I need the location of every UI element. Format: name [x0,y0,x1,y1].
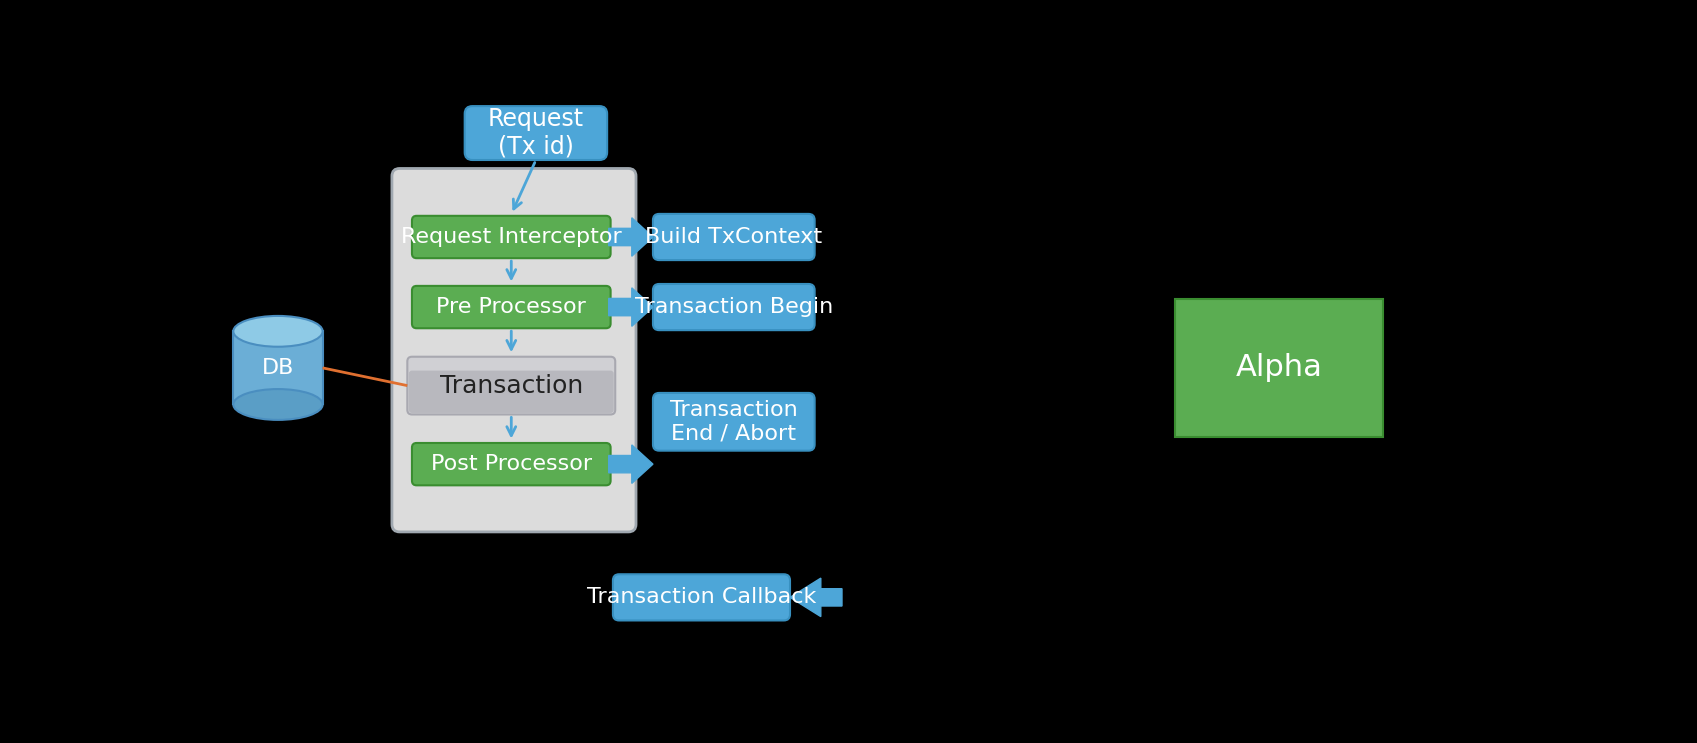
Text: Transaction
End / Abort: Transaction End / Abort [670,400,798,444]
Polygon shape [609,218,653,256]
Text: Build TxContext: Build TxContext [645,227,823,247]
FancyBboxPatch shape [412,215,611,258]
Ellipse shape [232,389,322,420]
Text: Transaction Callback: Transaction Callback [587,588,816,607]
Text: Transaction: Transaction [440,374,582,398]
FancyBboxPatch shape [653,214,815,260]
Polygon shape [609,288,653,326]
Text: Request Interceptor: Request Interceptor [400,227,621,247]
FancyBboxPatch shape [409,371,614,413]
FancyBboxPatch shape [653,284,815,330]
Text: Transaction Begin: Transaction Begin [635,297,833,317]
Polygon shape [791,578,842,617]
Text: Request
(Tx id): Request (Tx id) [487,107,584,159]
Bar [1174,299,1383,437]
Bar [232,331,322,404]
FancyBboxPatch shape [613,574,791,620]
FancyBboxPatch shape [412,286,611,328]
FancyBboxPatch shape [653,393,815,451]
FancyBboxPatch shape [412,443,611,485]
Text: Alpha: Alpha [1235,354,1322,383]
Polygon shape [609,445,653,484]
FancyBboxPatch shape [407,357,616,415]
FancyBboxPatch shape [392,169,636,532]
Ellipse shape [232,316,322,347]
Text: Post Processor: Post Processor [431,454,592,474]
Text: DB: DB [261,358,294,378]
FancyBboxPatch shape [465,106,608,160]
Text: Pre Processor: Pre Processor [436,297,585,317]
